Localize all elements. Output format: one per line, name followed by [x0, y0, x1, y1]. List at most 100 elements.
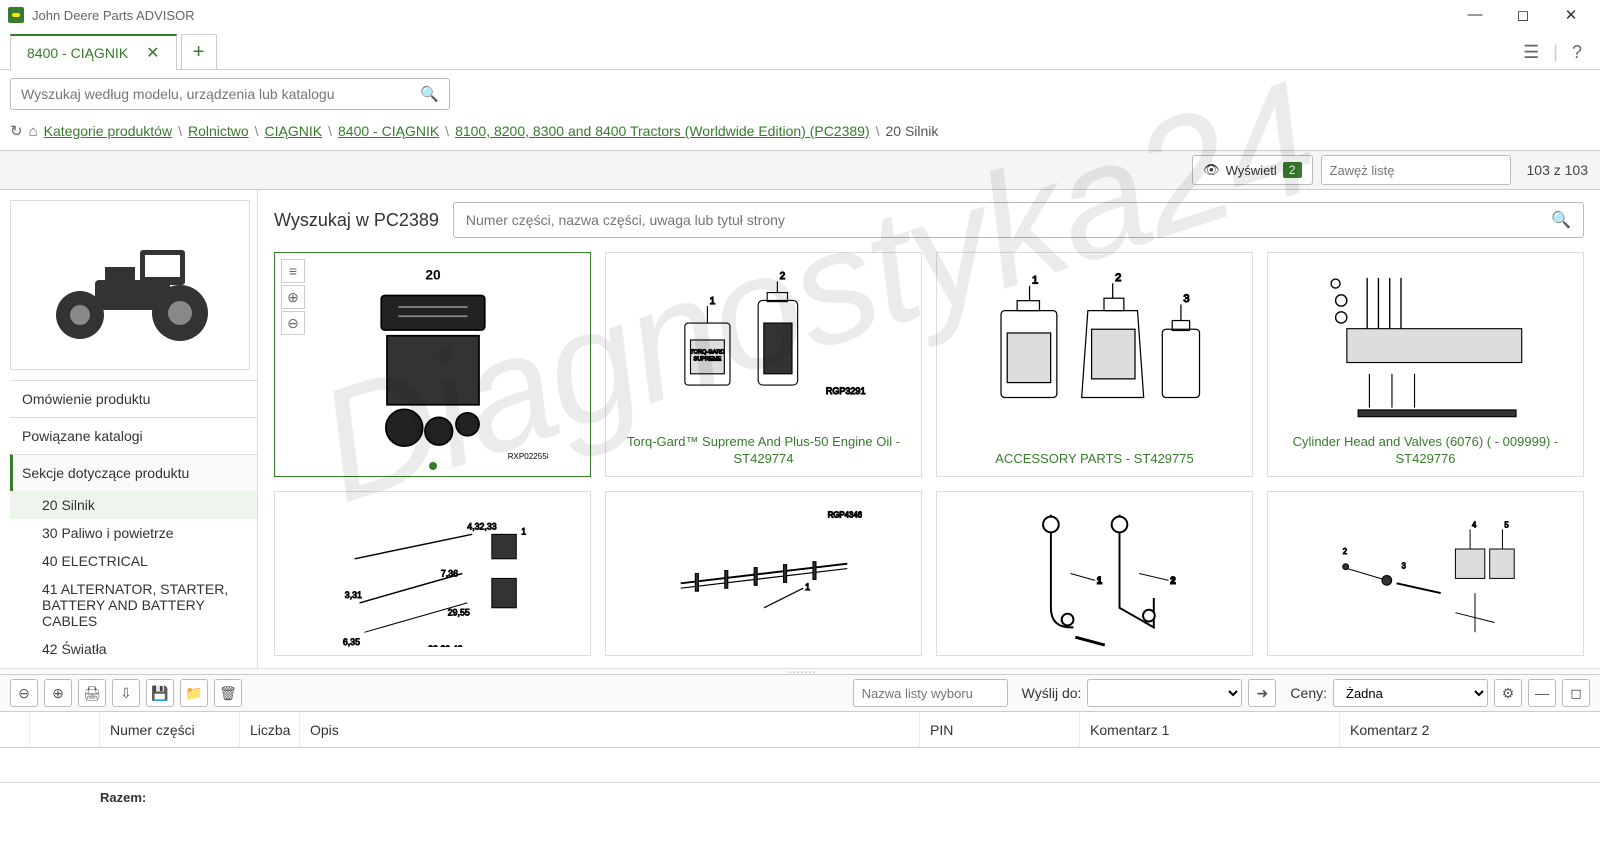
close-button[interactable]: ✕ — [1556, 6, 1586, 24]
card-caption: ACCESSORY PARTS - ST429775 — [995, 451, 1193, 468]
svg-text:TORQ-GARD: TORQ-GARD — [690, 350, 724, 356]
th-partno[interactable]: Numer części — [100, 712, 240, 747]
new-tab-button[interactable]: + — [181, 34, 217, 70]
th-blank — [30, 712, 100, 747]
th-comment1[interactable]: Komentarz 1 — [1080, 712, 1340, 747]
catalog-search-box[interactable]: 🔍 — [453, 202, 1584, 238]
diagram-card[interactable]: ≡ ⊕ ⊖ 20 RX — [274, 252, 591, 477]
breadcrumb-link[interactable]: 8100, 8200, 8300 and 8400 Tractors (Worl… — [455, 123, 870, 139]
svg-text:1: 1 — [521, 526, 526, 536]
tab-active[interactable]: 8400 - CIĄGNIK ✕ — [10, 34, 177, 70]
print-button[interactable]: 🖨 — [78, 679, 106, 707]
catalog-search-input[interactable] — [466, 212, 1551, 228]
settings-button[interactable]: ⚙ — [1494, 679, 1522, 707]
breadcrumb-current: 20 Silnik — [886, 123, 939, 139]
diagram-card[interactable]: 4 5 23 — [1267, 491, 1584, 656]
content-area: Wyszukaj w PC2389 🔍 ≡ ⊕ ⊖ 20 — [258, 190, 1600, 668]
narrow-list-input[interactable] — [1321, 155, 1511, 185]
sidebar-item-catalogs[interactable]: Powiązane katalogi — [10, 417, 257, 454]
bottom-toolbar: ⊖ ⊕ 🖨 ⇩ 💾 📁 🗑 Wyślij do: ➜ Ceny: Żadna ⚙… — [0, 674, 1600, 712]
global-search-input[interactable] — [21, 86, 420, 102]
svg-text:4,32,33: 4,32,33 — [467, 521, 497, 531]
home-icon[interactable]: ⌂ — [29, 123, 38, 140]
svg-text:6,35: 6,35 — [342, 637, 359, 647]
breadcrumb-link[interactable]: Rolnictwo — [188, 123, 249, 139]
view-button[interactable]: 👁 Wyświetl 2 — [1192, 155, 1312, 185]
sidebar-sub[interactable]: 20 Silnik — [10, 491, 257, 519]
th-comment2[interactable]: Komentarz 2 — [1340, 712, 1600, 747]
help-icon[interactable]: ? — [1572, 42, 1582, 63]
diagram-card[interactable]: TORQ-GARD SUPREME 1 2 RGP3291 Torq-Gard™… — [605, 252, 922, 477]
send-to-select[interactable] — [1087, 679, 1242, 707]
th-qty[interactable]: Liczba — [240, 712, 300, 747]
svg-text:1: 1 — [805, 582, 810, 592]
separator: | — [1553, 42, 1558, 63]
svg-text:2: 2 — [779, 271, 785, 282]
sidebar-sub[interactable]: 40 ELECTRICAL — [10, 547, 257, 575]
sidebar-sub[interactable]: 41 ALTERNATOR, STARTER, BATTERY AND BATT… — [10, 575, 257, 635]
folder-button[interactable]: 📁 — [180, 679, 208, 707]
save-button[interactable]: 💾 — [146, 679, 174, 707]
picklist-table-footer: Razem: — [0, 782, 1600, 812]
sidebar-sub[interactable]: 42 Światła — [10, 635, 257, 663]
delete-button[interactable]: 🗑 — [214, 679, 242, 707]
tab-label: 8400 - CIĄGNIK — [27, 45, 128, 61]
th-pin[interactable]: PIN — [920, 712, 1080, 747]
breadcrumb-link[interactable]: CIĄGNIK — [265, 123, 323, 139]
diagram-card[interactable]: 4,32,33 3,31 7,36 29,55 6,35 22 23 48 1 — [274, 491, 591, 656]
export-button[interactable]: ⇩ — [112, 679, 140, 707]
card-caption: Cylinder Head and Valves (6076) ( - 0099… — [1276, 434, 1575, 468]
diagram-card[interactable]: 1 2 3 ACCESSORY PARTS - ST429775 — [936, 252, 1253, 477]
expand-button[interactable]: ◻ — [1562, 679, 1590, 707]
window-title: John Deere Parts ADVISOR — [32, 8, 1460, 23]
svg-text:2: 2 — [1170, 575, 1175, 585]
selected-dot — [429, 462, 437, 470]
result-count: 103 z 103 — [1527, 162, 1589, 178]
sidebar-item-sections[interactable]: Sekcje dotyczące produktu — [10, 454, 257, 491]
catalog-search-label: Wyszukaj w PC2389 — [274, 210, 439, 231]
picklist-table-header: Numer części Liczba Opis PIN Komentarz 1… — [0, 712, 1600, 748]
collapse-button[interactable]: — — [1528, 679, 1556, 707]
price-select[interactable]: Żadna — [1333, 679, 1488, 707]
tab-bar: 8400 - CIĄGNIK ✕ + ☰ | ? — [0, 30, 1600, 70]
svg-text:29,55: 29,55 — [447, 608, 469, 618]
svg-text:1: 1 — [1032, 274, 1038, 286]
zoom-in-icon[interactable]: ⊕ — [281, 285, 305, 309]
titlebar: John Deere Parts ADVISOR — ◻ ✕ — [0, 0, 1600, 30]
maximize-button[interactable]: ◻ — [1508, 6, 1538, 24]
product-thumbnail[interactable] — [10, 200, 250, 370]
diagram-card[interactable]: Cylinder Head and Valves (6076) ( - 0099… — [1267, 252, 1584, 477]
sidebar-sub[interactable]: 43 ELECTRICAL CONNECTORS — [10, 663, 257, 668]
remove-button[interactable]: ⊖ — [10, 679, 38, 707]
search-icon[interactable]: 🔍 — [1551, 210, 1571, 230]
send-button[interactable]: ➜ — [1248, 679, 1276, 707]
svg-text:4: 4 — [1472, 520, 1477, 529]
picklist-name-input[interactable] — [853, 679, 1008, 707]
th-desc[interactable]: Opis — [300, 712, 920, 747]
sidebar-item-overview[interactable]: Omówienie produktu — [10, 380, 257, 417]
svg-text:3: 3 — [1184, 293, 1190, 305]
breadcrumb-link[interactable]: Kategorie produktów — [44, 123, 172, 139]
diagram-card[interactable]: RGP4346 1 — [605, 491, 922, 656]
menu-icon[interactable]: ≡ — [281, 259, 305, 283]
menu-icon[interactable]: ☰ — [1523, 42, 1539, 63]
svg-text:RGP4346: RGP4346 — [827, 511, 861, 520]
breadcrumb-link[interactable]: 8400 - CIĄGNIK — [338, 123, 439, 139]
tab-close-icon[interactable]: ✕ — [146, 43, 159, 63]
svg-text:2: 2 — [1116, 272, 1122, 284]
history-icon[interactable]: ↻ — [10, 122, 23, 140]
minimize-button[interactable]: — — [1460, 6, 1490, 24]
add-button[interactable]: ⊕ — [44, 679, 72, 707]
card-caption: Torq-Gard™ Supreme And Plus-50 Engine Oi… — [614, 434, 913, 468]
zoom-out-icon[interactable]: ⊖ — [281, 311, 305, 335]
svg-text:RXP022558: RXP022558 — [507, 452, 547, 461]
search-icon[interactable]: 🔍 — [420, 85, 439, 103]
svg-text:SUPREME: SUPREME — [693, 356, 721, 362]
global-search[interactable]: 🔍 — [10, 78, 450, 110]
eye-icon: 👁 — [1203, 162, 1220, 178]
filter-bar: 👁 Wyświetl 2 103 z 103 — [0, 150, 1600, 190]
sidebar-sub[interactable]: 30 Paliwo i powietrze — [10, 519, 257, 547]
breadcrumb: ↻ ⌂ Kategorie produktów\ Rolnictwo\ CIĄG… — [0, 118, 1600, 150]
view-badge: 2 — [1283, 162, 1302, 178]
diagram-card[interactable]: 1 2 — [936, 491, 1253, 656]
